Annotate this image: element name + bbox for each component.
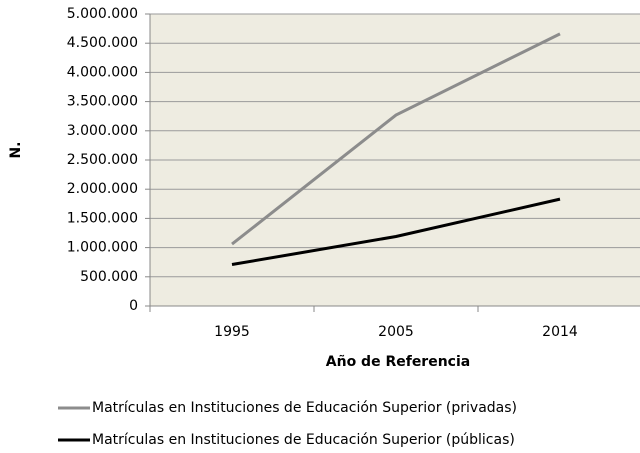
y-tick-label: 500.000	[80, 269, 138, 285]
y-tick-label: 3.500.000	[67, 94, 138, 110]
y-tick-label: 3.000.000	[67, 123, 138, 139]
y-tick-label: 1.000.000	[67, 240, 138, 256]
x-tick-label: 1995	[214, 324, 250, 340]
series-line	[231, 197, 561, 267]
y-tick-label: 2.500.000	[67, 152, 138, 168]
x-tick-label: 2014	[542, 324, 578, 340]
y-tick-label: 4.500.000	[67, 35, 138, 51]
y-tick-label: 5.000.000	[67, 6, 138, 22]
y-tick-label: 0	[129, 298, 138, 314]
legend-label: Matrículas en Instituciones de Educación…	[92, 432, 515, 448]
y-axis-title: N.	[8, 141, 24, 158]
y-tick-label: 2.000.000	[67, 181, 138, 197]
series-line	[231, 32, 561, 246]
x-tick-label: 2005	[378, 324, 414, 340]
y-tick-label: 4.000.000	[67, 64, 138, 80]
y-tick-label: 1.500.000	[67, 210, 138, 226]
x-axis-title: Año de Referencia	[326, 354, 470, 370]
legend-label: Matrículas en Instituciones de Educación…	[92, 400, 517, 416]
